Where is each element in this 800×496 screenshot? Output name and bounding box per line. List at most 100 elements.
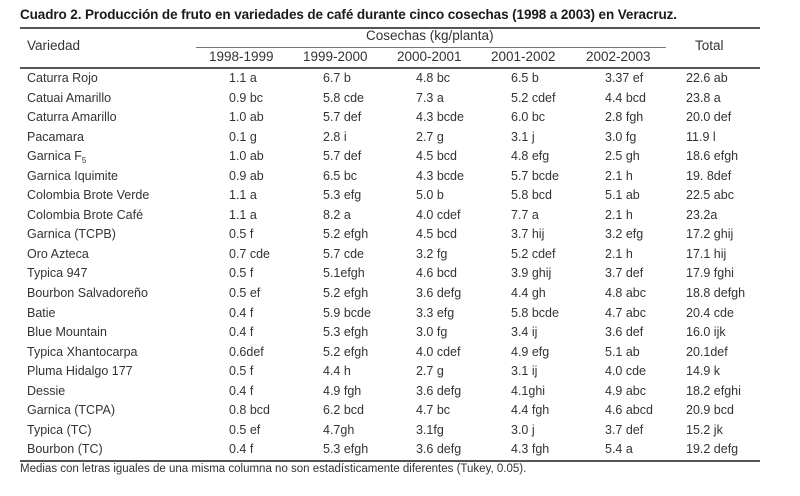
total-cell-text: 20.0 def	[686, 110, 732, 125]
total-cell-text: 18.2 efghi	[686, 383, 741, 398]
yield-2002-2003: 5.1 ab	[605, 345, 640, 359]
yield-2002-2003-text: 2.1 h	[605, 246, 633, 261]
variety-cell-text: Oro Azteca	[27, 246, 89, 261]
yield-1998-1999-text: 0.1 g	[229, 129, 257, 144]
yield-2000-2001: 4.0 cdef	[416, 208, 460, 222]
yield-2001-2002-text: 3.4 ij	[511, 325, 538, 340]
yield-2000-2001: 3.2 fg	[416, 247, 447, 261]
total-cell-text: 18.8 defgh	[686, 286, 746, 301]
total-cell-text: 18.6 efgh	[686, 149, 739, 164]
yield-2001-2002: 5.8 bcd	[511, 188, 552, 202]
yield-1999-2000-text: 5.2 efgh	[323, 344, 369, 359]
yield-2002-2003: 2.1 h	[605, 247, 633, 261]
total-cell-text: 23.8 a	[686, 90, 721, 105]
yield-1999-2000-text: 4.7gh	[323, 422, 355, 437]
yield-2002-2003: 4.6 abcd	[605, 403, 653, 417]
yield-2002-2003: 5.4 a	[605, 442, 633, 456]
yield-2000-2001-text: 4.8 bc	[416, 71, 451, 85]
yield-2000-2001: 4.8 bc	[416, 71, 450, 85]
yield-1999-2000-text: 5.2 efgh	[323, 227, 369, 242]
yield-2001-2002-text: 3.1 j	[511, 129, 535, 144]
yield-2002-2003-text: 4.6 abcd	[605, 403, 653, 418]
variety-cell: Batie	[27, 306, 56, 320]
yield-2001-2002: 5.8 bcde	[511, 306, 559, 320]
table-caption: Cuadro 2. Producción de fruto en varieda…	[20, 7, 677, 22]
yield-1999-2000-text: 4.9 fgh	[323, 383, 362, 398]
table-row: Blue Mountain 0.4 f 5.3 efgh 3.0 fg 3.4 ij 3.…	[20, 323, 760, 343]
yield-1998-1999-text: 0.5 ef	[229, 422, 261, 437]
variety-cell: Dessie	[27, 384, 65, 398]
table-row: Garnica F5 1.0 ab 5.7 def 4.5 bcd 4.8 efg 2.5…	[20, 147, 760, 167]
total-cell-text: 17.9 fghi	[686, 266, 734, 281]
bottom-rule	[20, 460, 760, 462]
total-cell: 15.2 jk	[686, 423, 723, 437]
table-row: Pacamara 0.1 g 2.8 i 2.7 g 3.1 j 3.0 fg 11.9 l	[20, 128, 760, 148]
yield-2002-2003: 3.7 def	[605, 266, 643, 280]
table-row: Dessie 0.4 f 4.9 fgh 3.6 defg 4.1ghi 4.9 abc 1…	[20, 382, 760, 402]
table-row: Typica (TC) 0.5 ef 4.7gh 3.1fg 3.0 j 3.7 def 1…	[20, 421, 760, 441]
yield-2000-2001: 4.0 cdef	[416, 345, 460, 359]
table-row: Garnica (TCPB) 0.5 f 5.2 efgh 4.5 bcd 3.7 hi…	[20, 225, 760, 245]
top-rule	[20, 27, 760, 29]
table-row: Bourbon (TC) 0.4 f 5.3 efgh 3.6 defg 4.3 fgh…	[20, 440, 760, 460]
variety-cell-text: Batie	[27, 305, 56, 320]
yield-1998-1999: 0.5 ef	[229, 286, 260, 300]
variety-cell-text: Typica 947	[27, 266, 88, 281]
variety-cell-text: Pacamara	[27, 129, 84, 144]
yield-1999-2000: 8.2 a	[323, 208, 351, 222]
yield-1999-2000-text: 2.8 i	[323, 129, 347, 144]
total-cell-text: 11.9 l	[686, 129, 716, 144]
yield-2001-2002-text: 3.1 ij	[511, 364, 538, 379]
yield-2000-2001: 2.7 g	[416, 130, 444, 144]
header-total: Total	[695, 38, 724, 53]
yield-1998-1999: 1.0 ab	[229, 110, 264, 124]
yield-2002-2003-text: 3.7 def	[605, 266, 644, 281]
variety-cell-text: Caturra Amarillo	[27, 110, 117, 125]
yield-2000-2001-text: 7.3 a	[416, 90, 444, 105]
table-body: Caturra Rojo 1.1 a 6.7 b 4.8 bc 6.5 b 3.37 ef…	[20, 69, 760, 460]
table-row: Catuai Amarillo 0.9 bc 5.8 cde 7.3 a 5.2 cde…	[20, 89, 760, 109]
yield-2000-2001-text: 4.3 bcde	[416, 168, 464, 183]
variety-cell-text: Garnica Iquimite	[27, 168, 119, 183]
yield-2002-2003-text: 4.7 abc	[605, 305, 647, 320]
table-row: Pluma Hidalgo 177 0.5 f 4.4 h 2.7 g 3.1 ij 4.…	[20, 362, 760, 382]
yield-2001-2002: 3.4 ij	[511, 325, 537, 339]
yield-2002-2003-text: 2.1 h	[605, 168, 633, 183]
yield-2002-2003-text: 5.1 ab	[605, 344, 640, 359]
yield-2001-2002-text: 5.8 bcde	[511, 305, 559, 320]
yield-2002-2003-text: 3.6 def	[605, 325, 644, 340]
yield-2000-2001: 4.5 bcd	[416, 227, 457, 241]
variety-cell: Oro Azteca	[27, 247, 89, 261]
yield-2001-2002-text: 6.5 b	[511, 71, 539, 85]
yield-1998-1999: 0.9 bc	[229, 91, 263, 105]
variety-cell-text: Garnica F	[27, 149, 82, 164]
yield-2001-2002-text: 6.0 bc	[511, 110, 546, 125]
yield-1998-1999-text: 1.0 ab	[229, 149, 264, 164]
yield-1999-2000: 5.7 def	[323, 110, 361, 124]
total-cell: 17.9 fghi	[686, 266, 734, 280]
yield-1999-2000-text: 5.3 efgh	[323, 325, 369, 340]
yield-2000-2001-text: 3.0 fg	[416, 325, 448, 340]
yield-2000-2001-text: 2.7 g	[416, 364, 444, 379]
header-year-5: 2002-2003	[586, 49, 651, 64]
yield-1998-1999: 0.1 g	[229, 130, 257, 144]
yield-2000-2001: 7.3 a	[416, 91, 444, 105]
yield-2000-2001: 3.6 defg	[416, 442, 461, 456]
yield-1999-2000: 5.2 efgh	[323, 286, 368, 300]
group-rule	[196, 47, 666, 48]
total-cell: 19.2 defg	[686, 442, 738, 456]
yield-2002-2003: 4.4 bcd	[605, 91, 646, 105]
table-row: Batie 0.4 f 5.9 bcde 3.3 efg 5.8 bcde 4.7 abc…	[20, 304, 760, 324]
yield-1999-2000: 5.3 efg	[323, 188, 361, 202]
yield-2000-2001-text: 3.6 defg	[416, 383, 462, 398]
total-cell-text: 20.9 bcd	[686, 403, 734, 418]
yield-1999-2000: 5.2 efgh	[323, 345, 368, 359]
yield-2002-2003: 4.9 abc	[605, 384, 646, 398]
total-cell: 22.5 abc	[686, 188, 734, 202]
yield-1998-1999-text: 1.1 a	[229, 207, 257, 222]
yield-2000-2001: 4.3 bcde	[416, 169, 464, 183]
yield-1999-2000: 5.7 def	[323, 149, 361, 163]
yield-1998-1999-text: 0.4 f	[229, 305, 254, 320]
yield-1998-1999: 1.1 a	[229, 208, 257, 222]
yield-1998-1999: 0.5 f	[229, 364, 253, 378]
